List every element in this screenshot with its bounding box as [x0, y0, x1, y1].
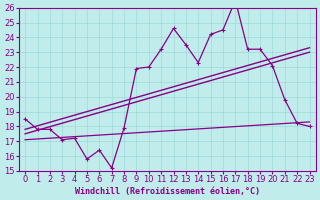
X-axis label: Windchill (Refroidissement éolien,°C): Windchill (Refroidissement éolien,°C) [75, 187, 260, 196]
